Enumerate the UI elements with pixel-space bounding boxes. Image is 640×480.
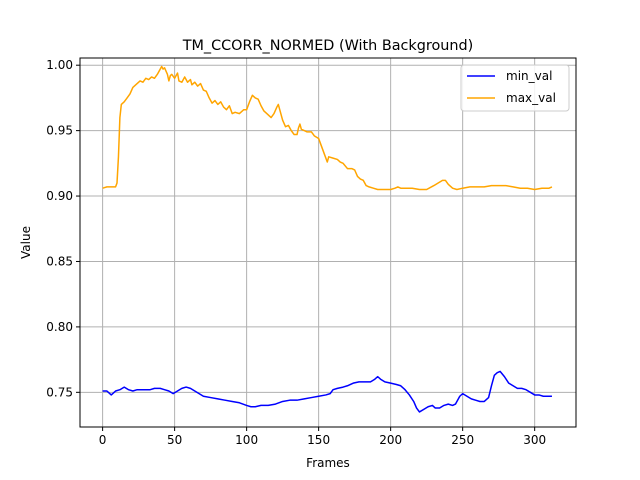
plot-area-frame [79, 57, 577, 428]
x-tick-label: 300 [523, 433, 546, 447]
chart-title: TM_CCORR_NORMED (With Background) [182, 38, 474, 54]
grid [80, 58, 576, 427]
x-tick-label: 100 [235, 433, 258, 447]
y-tick-label: 0.75 [46, 385, 73, 399]
y-tick-label: 0.85 [46, 254, 73, 268]
series-layer [102, 65, 553, 413]
x-tick-label: 0 [99, 433, 107, 447]
y-tick-label: 0.80 [46, 320, 73, 334]
y-tick-label: 1.00 [46, 58, 73, 72]
x-tick-label: 250 [451, 433, 474, 447]
series-line-max-val [102, 65, 553, 191]
legend-label: min_val [506, 69, 552, 83]
series-line-min-val [102, 370, 552, 413]
legend: min_val max_val [460, 64, 570, 112]
y-axis-label: Value [19, 226, 33, 259]
x-axis-label: Frames [306, 456, 350, 470]
x-tick-label: 50 [167, 433, 182, 447]
x-axis-ticks: 0 50 100 150 200 250 300 [99, 427, 546, 447]
x-tick-label: 150 [307, 433, 330, 447]
x-tick-label: 200 [379, 433, 402, 447]
y-tick-label: 0.95 [46, 124, 73, 138]
y-axis-ticks: 0.75 0.80 0.85 0.90 0.95 1.00 [46, 58, 80, 399]
y-tick-label: 0.90 [46, 189, 73, 203]
legend-label: max_val [506, 91, 556, 105]
